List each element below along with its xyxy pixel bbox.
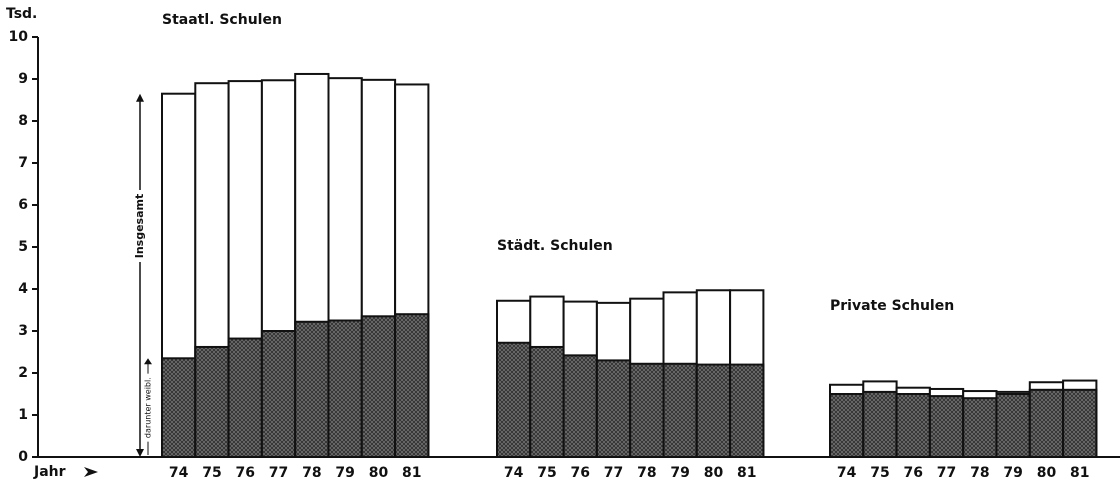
y-tick-label: 6 bbox=[18, 197, 28, 213]
x-tick-label: 79 bbox=[335, 465, 354, 481]
y-tick-label: 5 bbox=[18, 239, 28, 255]
x-tick-label: 75 bbox=[202, 465, 221, 481]
bar-female bbox=[529, 345, 565, 458]
y-tick-label: 0 bbox=[18, 449, 28, 465]
bar-female bbox=[496, 341, 532, 459]
bar-female bbox=[928, 395, 965, 459]
x-tick-label: 79 bbox=[1003, 465, 1022, 481]
x-tick-label: 81 bbox=[402, 465, 421, 481]
annotation-arrow bbox=[136, 449, 144, 457]
x-tick-label: 76 bbox=[571, 465, 590, 481]
x-tick-label: 76 bbox=[236, 465, 255, 481]
bar-female bbox=[995, 393, 1031, 458]
bar-female bbox=[194, 345, 230, 458]
y-tick-label: 1 bbox=[18, 407, 28, 423]
x-tick-label: 80 bbox=[369, 465, 389, 481]
x-tick-label: 81 bbox=[1070, 465, 1089, 481]
bar-female bbox=[294, 320, 330, 459]
bar-female bbox=[595, 359, 632, 458]
annotation-arrow bbox=[144, 358, 152, 365]
group-title: Städt. Schulen bbox=[497, 238, 613, 254]
y-tick-label: 8 bbox=[18, 113, 28, 129]
x-tick-label: 75 bbox=[537, 465, 556, 481]
y-axis-label: Tsd. bbox=[6, 6, 37, 22]
y-tick-label: 2 bbox=[18, 365, 28, 381]
bar-female bbox=[161, 357, 197, 458]
x-tick-label: 77 bbox=[269, 465, 288, 481]
x-tick-label: 81 bbox=[737, 465, 756, 481]
annotation: Insgesamt bbox=[133, 194, 146, 259]
x-axis-label: Jahr bbox=[33, 464, 66, 480]
annotation-arrow bbox=[136, 93, 144, 102]
annotation: darunter weibl. bbox=[144, 377, 153, 438]
bar-female bbox=[360, 315, 397, 458]
bar-female bbox=[729, 363, 765, 459]
x-tick-label: 78 bbox=[637, 465, 656, 481]
bar-female bbox=[1062, 388, 1098, 458]
bar-female bbox=[862, 390, 898, 458]
x-tick-label: 74 bbox=[837, 465, 857, 481]
x-tick-label: 75 bbox=[870, 465, 889, 481]
bar-female bbox=[394, 313, 430, 459]
x-tick-label: 78 bbox=[970, 465, 989, 481]
bar-female bbox=[227, 337, 263, 458]
bar-female bbox=[695, 363, 732, 459]
bar-female bbox=[829, 393, 865, 458]
x-tick-label: 80 bbox=[704, 465, 724, 481]
y-tick-label: 9 bbox=[18, 71, 28, 87]
annotation-gap bbox=[132, 190, 148, 262]
bar-female bbox=[562, 354, 598, 458]
bar-female bbox=[629, 362, 665, 459]
bar-female bbox=[662, 362, 698, 459]
group-title: Private Schulen bbox=[830, 298, 954, 314]
bar-female bbox=[895, 393, 931, 458]
x-tick-label: 77 bbox=[604, 465, 623, 481]
x-tick-label: 76 bbox=[904, 465, 923, 481]
x-tick-label: 74 bbox=[169, 465, 189, 481]
x-tick-label: 80 bbox=[1037, 465, 1057, 481]
bar-female bbox=[1028, 388, 1065, 458]
x-tick-label: 79 bbox=[670, 465, 689, 481]
y-tick-label: 10 bbox=[9, 29, 29, 45]
x-axis-arrow bbox=[84, 467, 98, 477]
bar-female bbox=[327, 319, 363, 458]
annotation-gap bbox=[143, 373, 153, 442]
y-tick-label: 7 bbox=[18, 155, 28, 171]
x-tick-label: 78 bbox=[302, 465, 321, 481]
x-tick-label: 77 bbox=[937, 465, 956, 481]
y-tick-label: 3 bbox=[18, 323, 28, 339]
group-title: Staatl. Schulen bbox=[162, 12, 282, 28]
y-tick-label: 4 bbox=[18, 281, 28, 297]
bar-female bbox=[962, 397, 998, 459]
x-tick-label: 74 bbox=[504, 465, 524, 481]
bar-female bbox=[260, 330, 297, 458]
